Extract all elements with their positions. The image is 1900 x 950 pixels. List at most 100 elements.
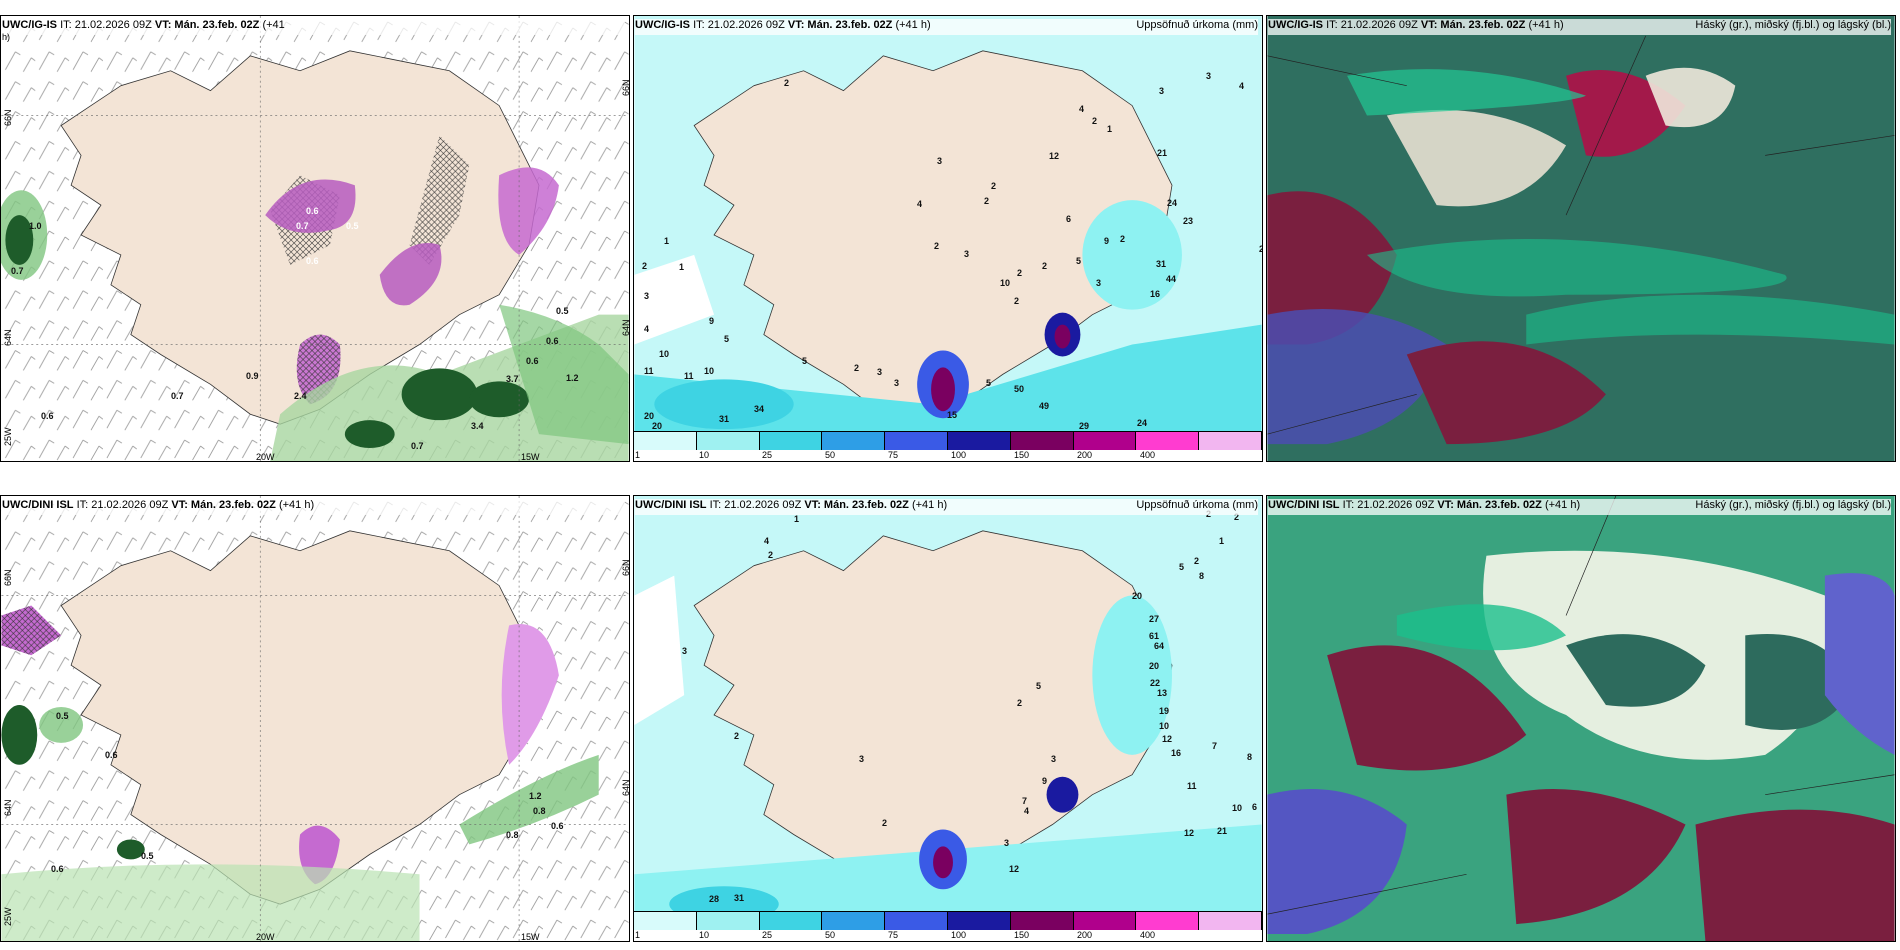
value-label: 2: [1120, 234, 1126, 244]
value-label: 2: [1042, 261, 1048, 271]
value-label: 21: [1217, 826, 1228, 836]
legend-tick: 400: [1140, 450, 1156, 460]
legend-swatch: [1073, 912, 1137, 930]
value-label: 1: [664, 236, 670, 246]
value-label: 2: [1014, 296, 1020, 306]
legend-tick: 25: [762, 930, 773, 940]
lat-label: 64N: [621, 319, 630, 336]
value-label: 3: [877, 367, 883, 377]
value-label: 4: [917, 199, 923, 209]
lat-label: 64N: [3, 329, 13, 346]
value-label: 5: [986, 378, 992, 388]
value-label: 0.6: [306, 206, 319, 216]
value-label: 4: [644, 324, 650, 334]
legend-swatch: [947, 912, 1011, 930]
value-label: 28: [709, 894, 720, 904]
legend-swatch: [1073, 432, 1137, 450]
value-label: 5: [1076, 256, 1082, 266]
panel-header: UWC/IG-IS IT: 21.02.2026 09Z VT: Mán. 23…: [635, 19, 1258, 35]
value-label: 64: [1154, 641, 1165, 651]
value-label: 16: [1150, 289, 1161, 299]
cloud-map: [1267, 496, 1895, 941]
legend-swatch: [634, 432, 697, 450]
value-label: 24: [1167, 198, 1178, 208]
value-label: 3: [1004, 838, 1010, 848]
value-label: 1.0: [29, 221, 42, 231]
lat-label: 66N: [3, 109, 13, 126]
legend-tick: 75: [888, 450, 899, 460]
panel-header: UWC/DINI ISL IT: 21.02.2026 09Z VT: Mán.…: [635, 499, 1258, 515]
value-label: 2: [854, 363, 860, 373]
panel-header: UWC/DINI ISL IT: 21.02.2026 09Z VT: Mán.…: [1268, 499, 1891, 515]
value-label: 0.7: [411, 441, 424, 451]
value-label: 5: [1036, 681, 1042, 691]
legend-swatch: [822, 432, 886, 450]
snow-area-pink: [265, 179, 356, 233]
value-label: 1.2: [566, 373, 579, 383]
value-label: 3.7: [506, 374, 519, 384]
lon-label: 20W: [256, 452, 275, 462]
value-label: 3: [859, 754, 865, 764]
value-label: 15: [947, 410, 958, 420]
value-label: 2: [882, 818, 888, 828]
legend-swatch: [947, 432, 1011, 450]
value-label: 6: [1252, 802, 1258, 812]
value-label: 3: [644, 291, 650, 301]
value-label: 22: [1150, 678, 1161, 688]
lon-label: 15W: [521, 452, 540, 462]
value-label: 2: [1234, 512, 1240, 522]
lat-label: 66N: [3, 569, 13, 586]
legend-swatch: [1199, 432, 1262, 450]
snow-map: [1, 496, 629, 941]
value-label: 3: [1159, 86, 1165, 96]
value-label: 4: [1079, 104, 1085, 114]
value-label: 0.8: [533, 806, 546, 816]
legend-swatch: [1136, 912, 1200, 930]
lon-label: 25W: [3, 427, 13, 446]
value-label: 9: [1042, 776, 1048, 786]
value-label: 9: [1104, 236, 1110, 246]
value-label: 4: [1239, 81, 1245, 91]
value-label: 16: [1171, 748, 1182, 758]
value-label: 29: [1079, 421, 1090, 431]
legend-tick: 100: [951, 930, 967, 940]
value-label: 5: [1179, 562, 1185, 572]
legend-tick: 150: [1014, 450, 1030, 460]
value-label: 0.6: [41, 411, 54, 421]
legend-swatch: [1136, 432, 1200, 450]
value-label: 0.5: [556, 306, 569, 316]
value-label: 34: [754, 404, 765, 414]
value-label: 0.7: [171, 391, 184, 401]
value-label: 44: [1166, 274, 1177, 284]
precip-map: [634, 496, 1262, 941]
value-label: 0.6: [105, 750, 118, 760]
legend-tick: 10: [699, 450, 710, 460]
value-label: 3: [1096, 278, 1102, 288]
value-label: 1: [794, 514, 800, 524]
panel-header: UWC/IG-IS IT: 21.02.2026 09Z VT: Mán. 23…: [2, 19, 625, 35]
value-label: 20: [1149, 661, 1160, 671]
value-label: 1: [1107, 124, 1113, 134]
value-label: 2: [1194, 556, 1200, 566]
value-label: 2: [1092, 116, 1098, 126]
header-wrap: h): [2, 32, 11, 42]
value-label: 11: [644, 366, 654, 376]
legend-tick: 200: [1077, 450, 1093, 460]
value-label: 0.5: [56, 711, 69, 721]
value-label: 3: [894, 378, 900, 388]
value-label: 10: [1000, 278, 1011, 288]
value-label: 13: [1157, 688, 1168, 698]
value-label: 2: [768, 550, 774, 560]
precip-legend: 1 10 25 50 75 100 150 200 400: [634, 431, 1262, 461]
value-label: 23: [1183, 216, 1194, 226]
value-label: 11: [1187, 781, 1197, 791]
value-label: 2: [734, 731, 740, 741]
value-label: 10: [1232, 803, 1243, 813]
value-label: 2: [1259, 244, 1262, 254]
legend-tick: 75: [888, 930, 899, 940]
value-label: 1.2: [529, 791, 542, 801]
value-label: 9: [709, 316, 715, 326]
value-label: 0.5: [346, 221, 359, 231]
legend-swatch: [696, 912, 760, 930]
value-label: 12: [1009, 864, 1020, 874]
